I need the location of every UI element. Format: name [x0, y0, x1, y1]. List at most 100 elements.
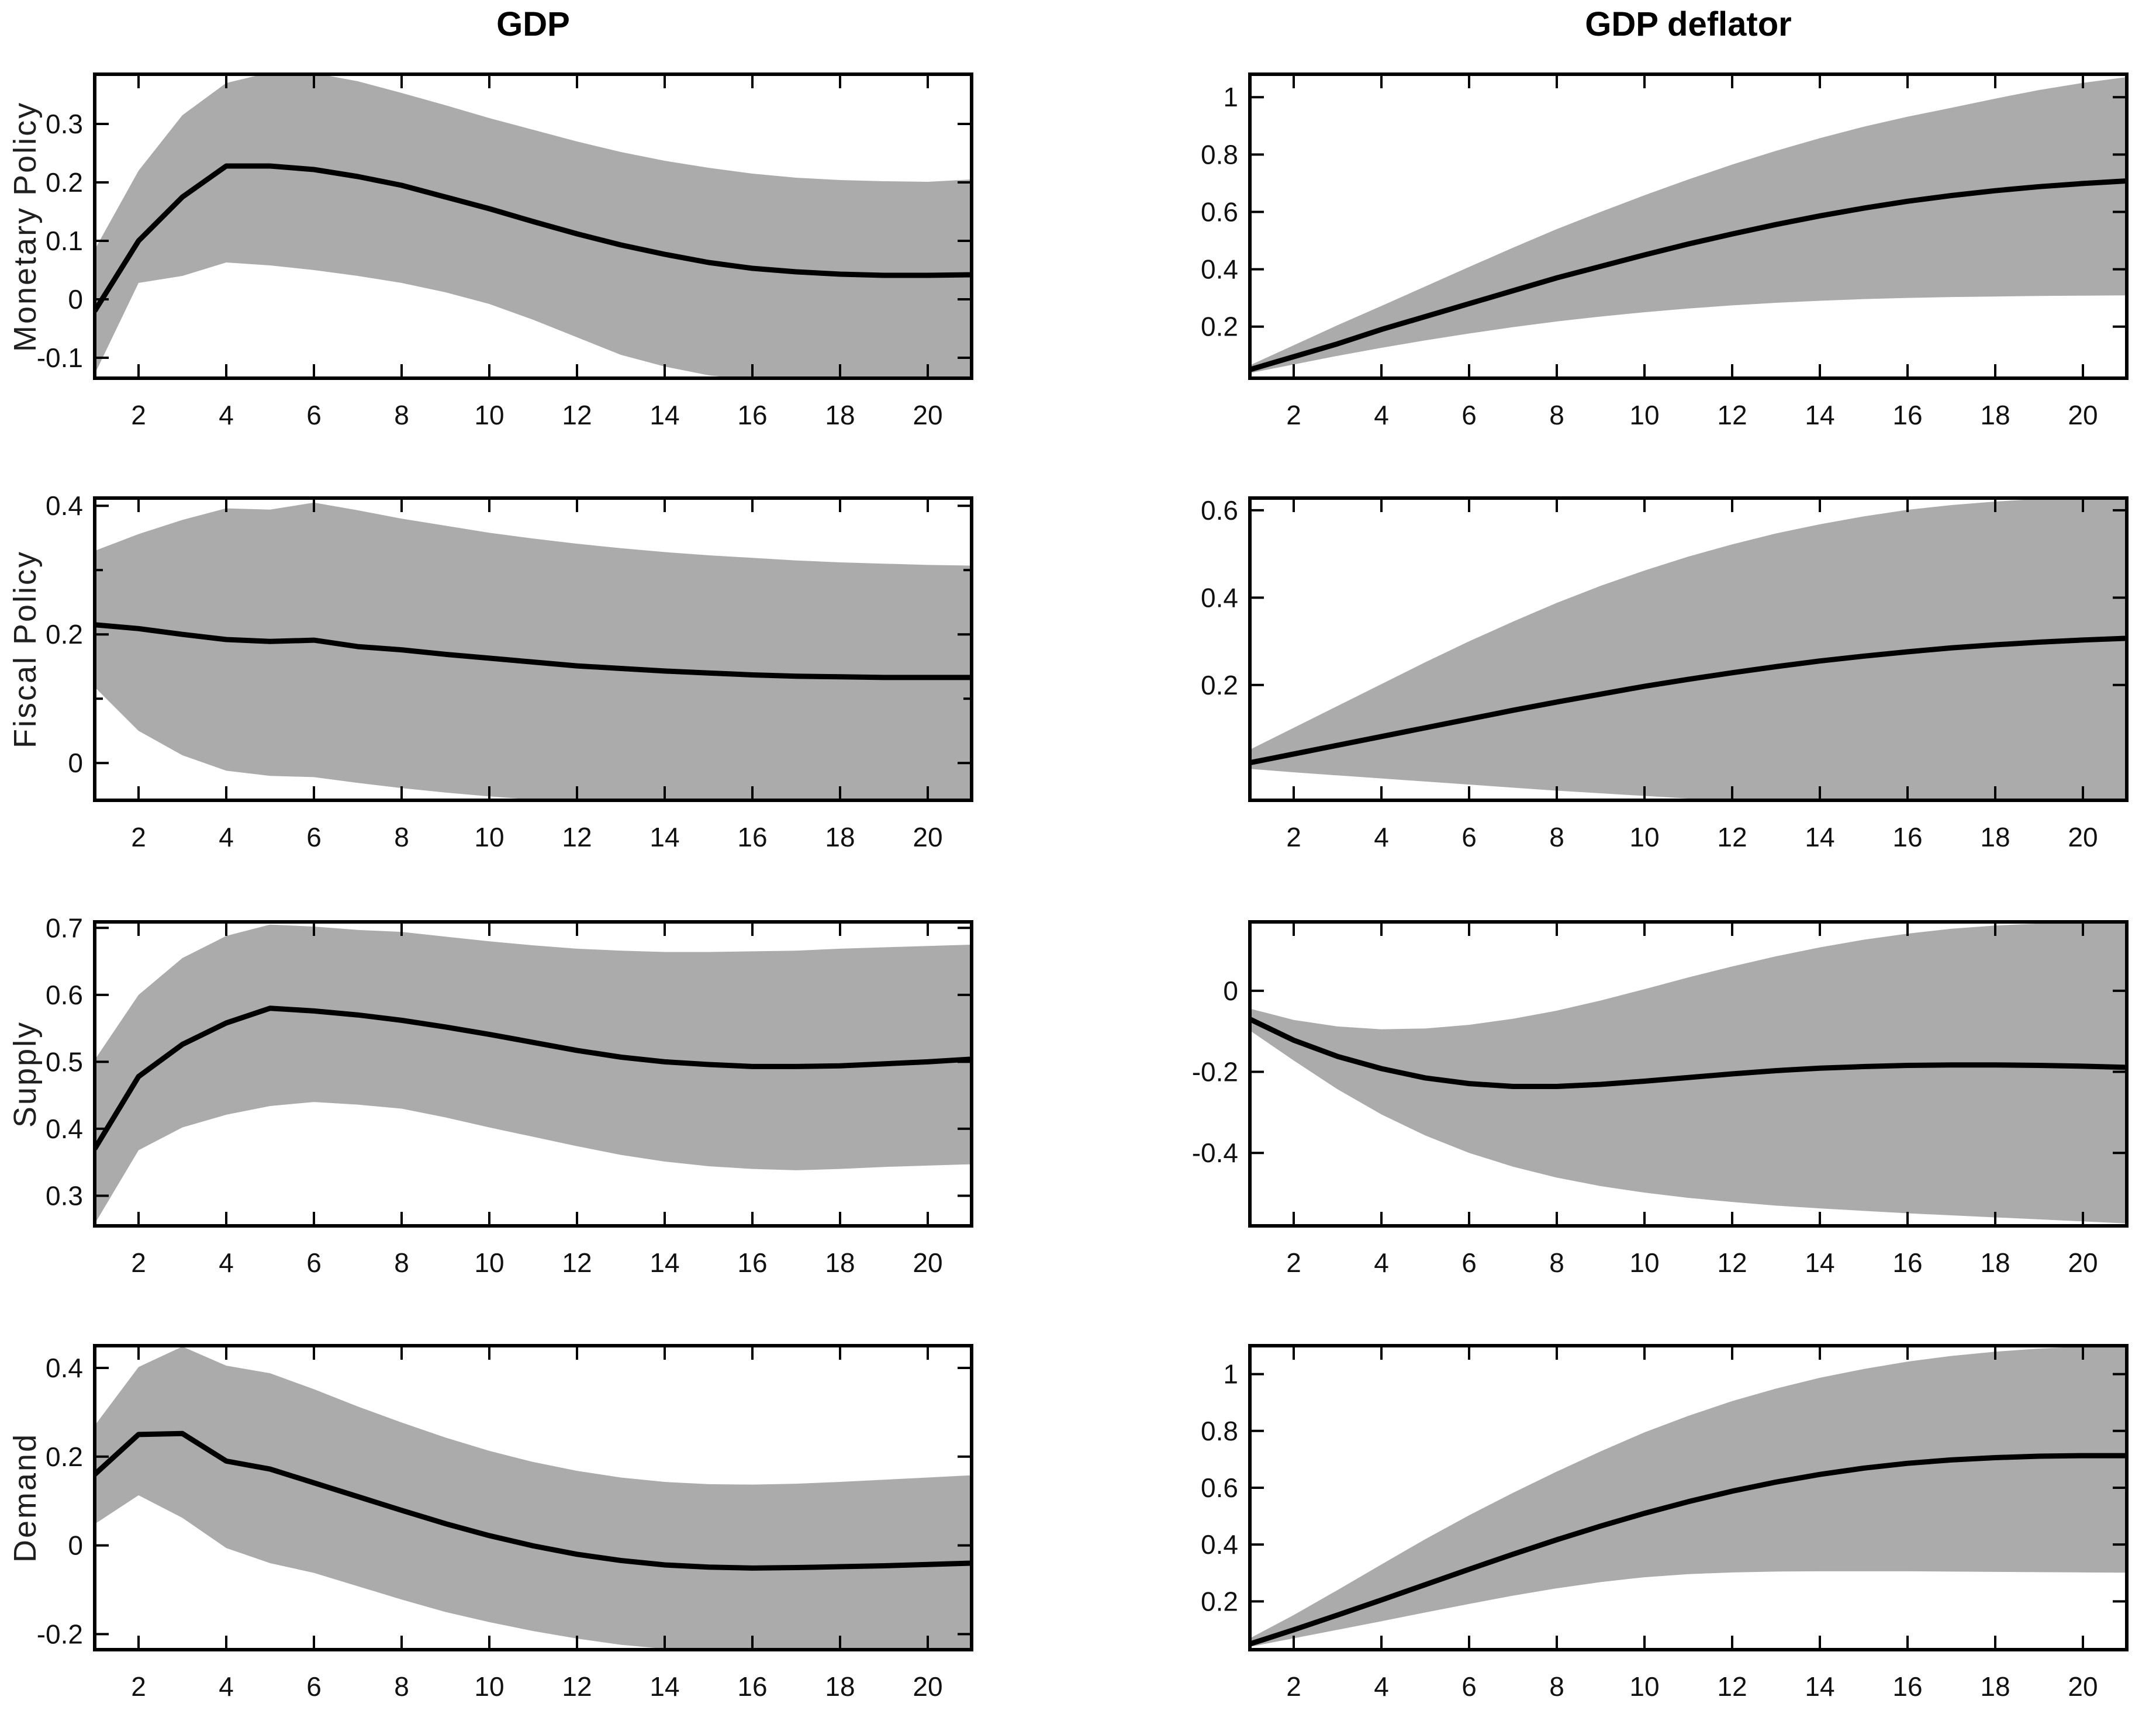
tick-labels: 2 4 6 8 10 12 14 16 18 20 0.2 0.4 0.6 [1201, 495, 2098, 852]
y-tick-label: 0.6 [46, 980, 83, 1010]
x-tick-label: 20 [913, 1247, 942, 1278]
y-tick-label: -0.2 [1192, 1057, 1238, 1087]
x-tick-label: 18 [1980, 400, 2010, 430]
x-tick-label: 10 [1629, 400, 1659, 430]
y-tick-label: 0.2 [1201, 1586, 1238, 1616]
y-tick-label: -0.4 [1192, 1138, 1238, 1168]
x-tick-label: 20 [2068, 1247, 2098, 1278]
y-tick-label: 0.6 [1201, 196, 1238, 227]
x-tick-label: 12 [1717, 1247, 1747, 1278]
x-tick-label: 4 [1374, 822, 1389, 852]
x-tick-label: 2 [131, 1671, 146, 1702]
x-tick-label: 14 [649, 1671, 679, 1702]
x-tick-label: 10 [1629, 822, 1659, 852]
y-tick-label: 0.4 [46, 490, 83, 521]
confidence-band [1250, 922, 2127, 1224]
x-tick-label: 18 [1980, 822, 2010, 852]
y-tick-label: 0.4 [46, 1114, 83, 1144]
x-tick-label: 16 [737, 1247, 767, 1278]
x-tick-label: 6 [306, 1247, 322, 1278]
axes-frame [1248, 920, 2129, 1228]
tick-labels: 2 4 6 8 10 12 14 16 18 20 -0.4 -0.2 0 [1192, 976, 2098, 1278]
tick-marks [1250, 1346, 2127, 1650]
tick-labels: 2 4 6 8 10 12 14 16 18 20 0 0.2 0.4 [46, 490, 943, 852]
x-tick-label: 6 [1461, 1247, 1477, 1278]
x-tick-label: 16 [737, 1671, 767, 1702]
x-tick-label: 18 [825, 1671, 855, 1702]
confidence-band [95, 74, 972, 378]
plot-supply-gdp-deflator: 2 4 6 8 10 12 14 16 18 20 -0.4 -0.2 0 [1192, 920, 2129, 1278]
median-line [95, 622, 972, 680]
tick-marks [95, 498, 972, 800]
x-tick-label: 2 [131, 1247, 146, 1278]
y-tick-label: 0.4 [46, 1353, 83, 1383]
axes-frame [1248, 1344, 2129, 1651]
y-tick-label: 0.2 [1201, 312, 1238, 342]
plot-demand-gdp: 2 4 6 8 10 12 14 16 18 20 -0.2 0 0.2 0.4 [37, 1344, 973, 1702]
median-line [1250, 178, 2127, 372]
axes-frame [93, 72, 973, 380]
x-tick-label: 8 [394, 1247, 409, 1278]
confidence-band [95, 502, 972, 800]
x-tick-label: 20 [913, 400, 942, 430]
y-tick-label: 0.8 [1201, 139, 1238, 170]
y-tick-label: 0.3 [46, 1180, 83, 1211]
confidence-band [95, 1346, 972, 1650]
tick-marks [95, 74, 972, 378]
plot-demand-gdp-deflator: 2 4 6 8 10 12 14 16 18 20 0.2 0.4 0.6 0.8 1 [1201, 1344, 2129, 1702]
y-tick-label: 0.8 [1201, 1416, 1238, 1446]
x-tick-label: 4 [219, 822, 234, 852]
x-tick-label: 20 [2068, 822, 2098, 852]
median-line [95, 1430, 972, 1571]
x-tick-label: 8 [1549, 822, 1564, 852]
x-tick-label: 20 [913, 1671, 942, 1702]
x-tick-label: 10 [474, 400, 504, 430]
tick-marks [1250, 922, 2127, 1226]
x-tick-label: 16 [1892, 1247, 1922, 1278]
confidence-band [1250, 77, 2127, 374]
tick-marks [1250, 74, 2127, 378]
y-tick-label: 0.4 [1201, 254, 1238, 285]
x-tick-label: 6 [306, 1671, 322, 1702]
axes-frame [1248, 72, 2129, 380]
x-tick-label: 18 [825, 400, 855, 430]
x-tick-label: 18 [825, 822, 855, 852]
tick-marks [95, 1346, 972, 1650]
x-tick-label: 10 [474, 822, 504, 852]
median-line [1250, 1017, 2127, 1089]
x-tick-label: 4 [219, 1247, 234, 1278]
x-tick-label: 2 [1286, 400, 1301, 430]
x-tick-label: 8 [1549, 400, 1564, 430]
y-tick-label: 0.2 [46, 167, 83, 198]
x-tick-label: 18 [1980, 1247, 2010, 1278]
y-tick-label: 0 [68, 748, 83, 778]
x-tick-label: 10 [1629, 1671, 1659, 1702]
plot-fiscal-policy-gdp-deflator: 2 4 6 8 10 12 14 16 18 20 0.2 0.4 0.6 [1201, 495, 2129, 852]
x-tick-label: 2 [1286, 1247, 1301, 1278]
plot-supply-gdp: 2 4 6 8 10 12 14 16 18 20 0.3 0.4 0.5 0.6 0.7 [46, 913, 973, 1278]
x-tick-label: 10 [1629, 1247, 1659, 1278]
median-line [95, 163, 972, 313]
confidence-band [1250, 498, 2127, 800]
x-tick-label: 14 [1805, 822, 1834, 852]
x-tick-label: 14 [649, 400, 679, 430]
y-tick-label: 0.1 [46, 226, 83, 256]
x-tick-label: 14 [649, 1247, 679, 1278]
y-tick-label: 1 [1223, 82, 1238, 112]
median-line [1250, 635, 2127, 766]
x-tick-label: 18 [1980, 1671, 2010, 1702]
x-tick-label: 2 [1286, 1671, 1301, 1702]
x-tick-label: 8 [394, 400, 409, 430]
y-tick-label: -0.1 [37, 343, 83, 373]
x-tick-label: 2 [131, 822, 146, 852]
tick-labels: 2 4 6 8 10 12 14 16 18 20 -0.2 0 0.2 0.4 [37, 1353, 943, 1702]
x-tick-label: 12 [562, 400, 592, 430]
x-tick-label: 6 [1461, 400, 1477, 430]
y-tick-label: 0 [68, 284, 83, 315]
plot-monetary-policy-gdp: 2 4 6 8 10 12 14 16 18 20 -0.1 0 0.1 0.2 0.3 [37, 72, 973, 430]
median-line [1250, 1453, 2127, 1647]
x-tick-label: 20 [913, 822, 942, 852]
y-tick-label: 0.4 [1201, 582, 1238, 613]
x-tick-label: 8 [1549, 1247, 1564, 1278]
